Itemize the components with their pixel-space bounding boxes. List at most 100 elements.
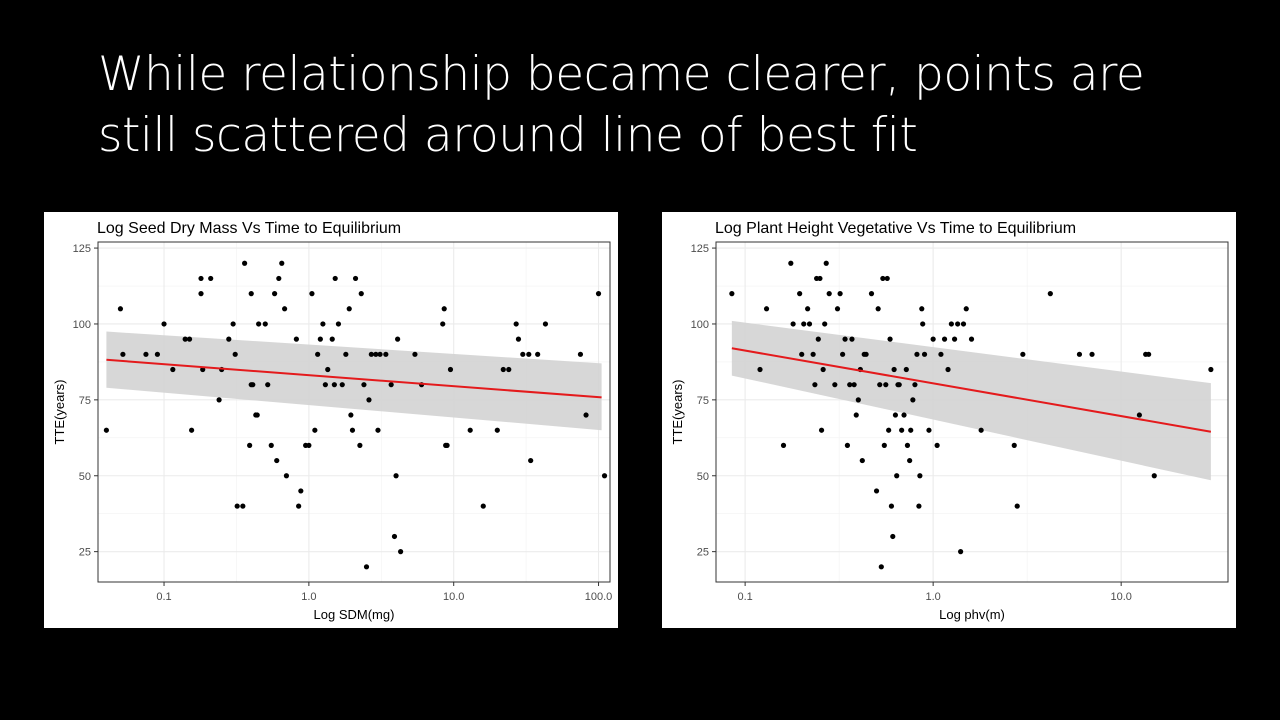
data-point: [247, 442, 253, 448]
data-point: [878, 564, 884, 570]
data-point: [834, 306, 841, 312]
data-point: [368, 351, 374, 357]
data-point: [312, 427, 318, 433]
chart-seed-dry-mass: Log Seed Dry Mass Vs Time to Equilibrium…: [52, 220, 613, 622]
data-point: [583, 412, 589, 418]
data-point: [917, 473, 923, 479]
y-tick-label: 125: [691, 243, 709, 255]
data-point: [968, 336, 975, 342]
data-point: [352, 275, 359, 282]
data-point: [447, 366, 454, 373]
data-point: [412, 351, 418, 357]
data-point: [198, 275, 204, 282]
data-point: [978, 427, 984, 433]
data-point: [528, 457, 534, 464]
data-point: [274, 457, 280, 464]
data-point: [958, 549, 964, 555]
data-point: [186, 336, 193, 342]
data-point: [921, 351, 928, 357]
data-point: [853, 412, 859, 418]
data-point: [823, 260, 829, 266]
data-point: [847, 382, 853, 388]
data-point: [346, 306, 352, 312]
data-point: [912, 382, 918, 388]
fit-line: [106, 358, 602, 399]
x-tick-label: 10.0: [443, 591, 464, 603]
data-point: [317, 336, 323, 342]
data-point: [265, 382, 271, 388]
data-point: [904, 442, 911, 448]
data-point: [886, 427, 892, 433]
data-point: [873, 488, 880, 494]
data-point: [891, 366, 897, 373]
data-point: [890, 533, 896, 540]
data-point: [822, 321, 828, 327]
data-point: [216, 397, 222, 403]
data-point: [515, 336, 522, 342]
data-point: [877, 382, 883, 388]
data-point: [788, 260, 794, 266]
data-point: [441, 306, 447, 312]
data-point: [1208, 366, 1214, 373]
data-point: [930, 336, 936, 342]
data-point: [358, 291, 364, 297]
data-point: [919, 306, 925, 312]
data-point: [361, 382, 367, 388]
data-point: [542, 321, 549, 327]
data-point: [377, 351, 383, 357]
data-point: [888, 503, 895, 509]
data-point: [248, 291, 254, 297]
y-tick-label: 75: [79, 395, 91, 407]
data-point: [892, 412, 899, 418]
data-point: [250, 382, 256, 388]
data-point: [916, 503, 922, 509]
data-point: [832, 382, 838, 388]
data-point: [513, 321, 519, 327]
data-point: [388, 382, 394, 388]
data-point: [366, 397, 372, 403]
data-point: [348, 412, 354, 418]
data-point: [240, 503, 246, 509]
data-point: [230, 321, 236, 327]
data-point: [117, 306, 124, 312]
data-point: [926, 427, 932, 433]
data-point: [729, 291, 735, 297]
data-point: [851, 382, 857, 388]
data-point: [951, 336, 958, 342]
data-point: [812, 382, 818, 388]
data-point: [189, 427, 195, 433]
data-point: [182, 336, 188, 342]
data-point: [103, 427, 109, 433]
x-tick-label: 100.0: [585, 591, 613, 603]
data-point: [815, 336, 821, 342]
data-point: [226, 336, 232, 342]
data-point: [880, 275, 886, 282]
data-point: [863, 351, 869, 357]
data-point: [914, 351, 920, 357]
data-point: [840, 351, 846, 357]
data-point: [938, 351, 944, 357]
data-point: [1146, 351, 1152, 357]
data-point: [383, 351, 389, 357]
data-point: [801, 321, 807, 327]
data-point: [506, 366, 512, 373]
data-point: [963, 306, 969, 312]
data-point: [1136, 412, 1142, 418]
y-tick-label: 25: [697, 547, 709, 559]
data-point: [480, 503, 486, 509]
data-point: [907, 457, 913, 464]
data-point: [322, 382, 328, 388]
data-point: [806, 321, 813, 327]
data-point: [256, 321, 262, 327]
data-point: [1011, 442, 1017, 448]
plot-border: [715, 241, 1229, 583]
data-point: [780, 442, 787, 448]
data-point: [325, 366, 331, 373]
y-tick-label: 100: [73, 319, 91, 331]
data-point: [820, 366, 826, 373]
data-point: [1089, 351, 1095, 357]
data-point: [934, 442, 940, 448]
data-point: [375, 427, 381, 433]
data-point: [143, 351, 149, 357]
data-point: [293, 336, 299, 342]
